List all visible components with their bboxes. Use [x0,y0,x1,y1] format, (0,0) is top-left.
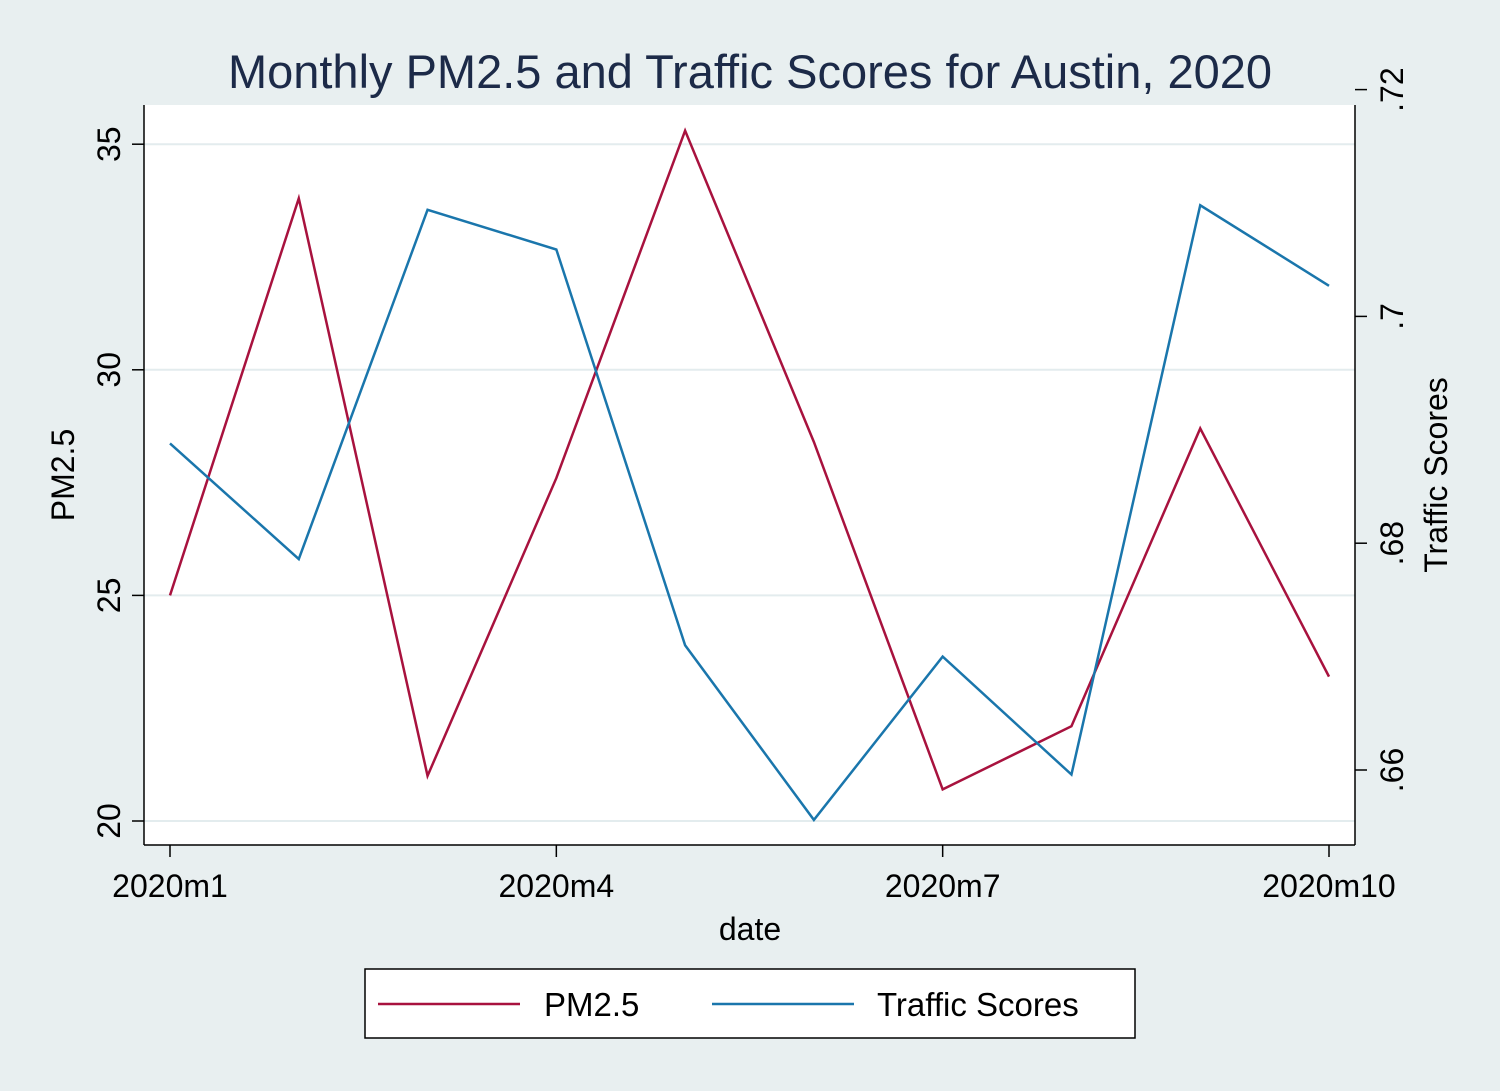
y-left-tick-label: 35 [91,126,127,162]
series-line-pm2-5 [168,127,1331,792]
y-right-tick-label: .66 [1374,748,1410,792]
y-right-tick-label: .7 [1374,303,1410,330]
series-line-traffic-scores [169,203,1330,822]
series-layer [168,127,1331,822]
y-left-tick-label: 25 [91,578,127,614]
plot-area [144,105,1355,845]
chart-title: Monthly PM2.5 and Traffic Scores for Aus… [228,45,1272,98]
y-left-axis-title: PM2.5 [45,429,81,521]
legend: PM2.5 Traffic Scores [364,968,1136,1039]
x-tick-label: 2020m10 [1262,868,1395,904]
x-tick-label: 2020m4 [499,868,615,904]
x-axis-title: date [719,911,781,947]
x-tick-label: 2020m1 [112,868,228,904]
grid-lines [144,143,1355,822]
y-right-axis-title: Traffic Scores [1418,377,1454,573]
x-tick-label: 2020m7 [885,868,1001,904]
legend-label-traffic: Traffic Scores [877,986,1079,1023]
y-left-tick-label: 20 [91,803,127,839]
y-right-tick-label: .68 [1374,521,1410,565]
legend-label-pm25: PM2.5 [544,986,639,1023]
y-right-tick-label: .72 [1374,67,1410,111]
y-left-tick-label: 30 [91,352,127,388]
axes-layer: 20 25 30 35 .66 .68 .7 .72 2020m1 2020m4 2020m7 202… [91,67,1410,904]
